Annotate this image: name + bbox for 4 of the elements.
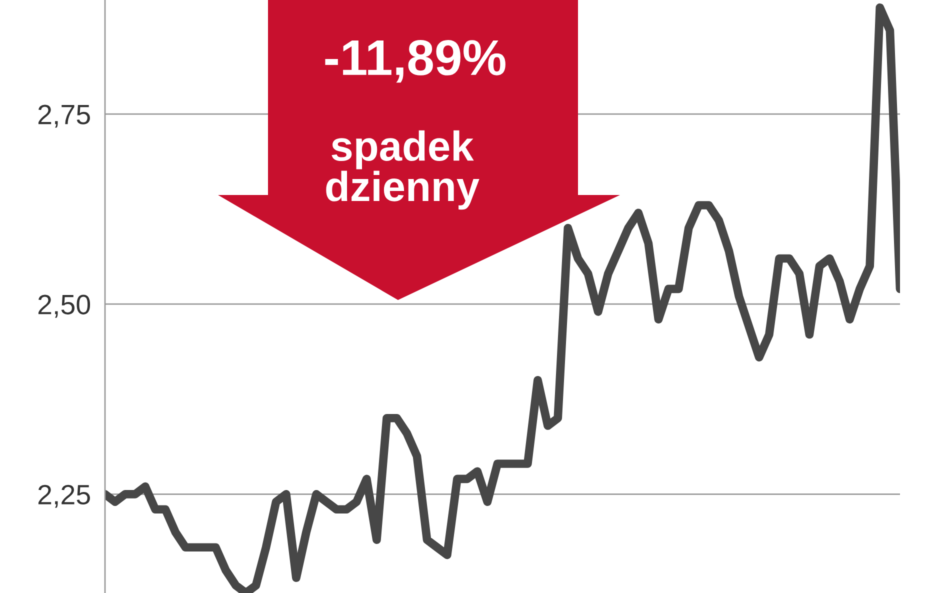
y-tick-label: 2,75 <box>38 104 90 128</box>
y-tick-label: 2,50 <box>38 294 90 318</box>
y-tick-label: 2,25 <box>38 484 90 508</box>
annotation: -11,89% spadek dzienny <box>325 40 506 210</box>
